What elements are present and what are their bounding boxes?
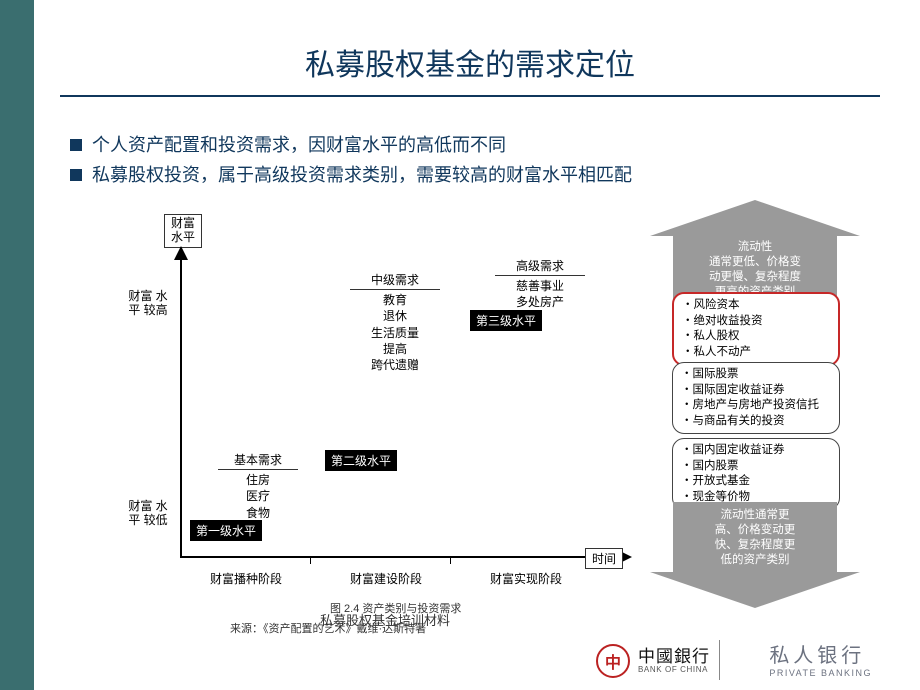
needs-adv: 高级需求 慈善事业 多处房产	[495, 258, 585, 311]
pb-cn: 私人银行	[769, 639, 872, 668]
stage-label: 财富建设阶段	[350, 570, 422, 587]
footer: 中 中國銀行 BANK OF CHINA 私人银行 PRIVATE BANKIN…	[0, 630, 920, 690]
slide-title: 私募股权基金的需求定位	[60, 40, 880, 84]
asset-item: 私人不动产	[682, 345, 830, 361]
time-label: 时间	[585, 548, 623, 569]
liquidity-down-arrow: 流动性通常更 高、价格变动更 快、复杂程度更 低的资产类别	[650, 502, 860, 608]
liquidity-down-text: 流动性通常更 高、价格变动更 快、复杂程度更 低的资产类别	[673, 502, 837, 572]
asset-item: 与商品有关的投资	[681, 414, 831, 430]
footer-divider	[719, 640, 720, 680]
bullet-marker	[70, 139, 82, 151]
need-item: 慈善事业	[495, 278, 585, 294]
bullet-list: 个人资产配置和投资需求，因财富水平的高低而不同 私募股权投资，属于高级投资需求类…	[70, 130, 890, 190]
level-tag-3: 第三级水平	[470, 310, 542, 331]
needs-adv-title: 高级需求	[495, 258, 585, 276]
boc-name-en: BANK OF CHINA	[638, 666, 710, 674]
asset-item: 绝对收益投资	[682, 314, 830, 330]
need-item: 多处房产	[495, 294, 585, 310]
asset-box-high: 风险资本 绝对收益投资 私人股权 私人不动产	[672, 292, 840, 366]
needs-basic: 基本需求 住房 医疗 食物	[218, 452, 298, 521]
asset-item: 私人股权	[682, 329, 830, 345]
needs-mid-title: 中级需求	[350, 272, 440, 290]
bullet-text: 私募股权投资，属于高级投资需求类别，需要较高的财富水平相匹配	[92, 160, 632, 190]
boc-logo: 中 中國銀行 BANK OF CHINA	[596, 644, 710, 678]
need-item: 提高	[350, 341, 440, 357]
need-item: 食物	[218, 505, 298, 521]
arrow-triangle-icon	[650, 200, 860, 236]
bullet-marker	[70, 169, 82, 181]
need-item: 跨代遗赠	[350, 357, 440, 373]
y-label-low: 财富 水平 较低	[126, 500, 170, 528]
y-axis	[180, 248, 182, 558]
boc-name-cn: 中國銀行	[638, 648, 710, 666]
asset-box-low: 国内固定收益证券 国内股票 开放式基金 现金等价物	[672, 438, 840, 510]
asset-item: 开放式基金	[681, 474, 831, 490]
asset-box-mid: 国际股票 国际固定收益证券 房地产与房地产投资信托 与商品有关的投资	[672, 362, 840, 434]
stage-label: 财富播种阶段	[210, 570, 282, 587]
sidebar-stripe	[0, 0, 34, 690]
y-axis-title: 财富 水平	[164, 214, 202, 248]
asset-item: 国际股票	[681, 367, 831, 383]
level-tag-2: 第二级水平	[325, 450, 397, 471]
asset-item: 房地产与房地产投资信托	[681, 398, 831, 414]
needs-basic-title: 基本需求	[218, 452, 298, 470]
need-item: 生活质量	[350, 325, 440, 341]
needs-mid: 中级需求 教育 退休 生活质量 提高 跨代遗赠	[350, 272, 440, 373]
need-item: 教育	[350, 292, 440, 308]
asset-item: 风险资本	[682, 298, 830, 314]
boc-logo-icon: 中	[596, 644, 630, 678]
need-item: 住房	[218, 472, 298, 488]
need-item: 医疗	[218, 488, 298, 504]
x-tick	[310, 557, 311, 564]
bullet-text: 个人资产配置和投资需求，因财富水平的高低而不同	[92, 130, 506, 160]
asset-item: 国内固定收益证券	[681, 443, 831, 459]
stage-label: 财富实现阶段	[490, 570, 562, 587]
x-tick	[450, 557, 451, 564]
asset-item: 国内股票	[681, 459, 831, 475]
bullet-item: 个人资产配置和投资需求，因财富水平的高低而不同	[70, 130, 890, 160]
title-underline	[60, 95, 880, 97]
level-tag-1: 第一级水平	[190, 520, 262, 541]
diagram: 财富 水平 财富 水平 较高 财富 水平 较低 财富播种阶段 财富建设阶段 财富…	[120, 210, 880, 640]
asset-item: 国际固定收益证券	[681, 383, 831, 399]
bullet-item: 私募股权投资，属于高级投资需求类别，需要较高的财富水平相匹配	[70, 160, 890, 190]
private-banking-label: 私人银行 PRIVATE BANKING	[769, 639, 872, 678]
pb-en: PRIVATE BANKING	[769, 668, 872, 678]
arrow-triangle-icon	[650, 572, 860, 608]
x-axis	[180, 556, 630, 558]
need-item: 退休	[350, 308, 440, 324]
y-label-high: 财富 水平 较高	[126, 290, 170, 318]
